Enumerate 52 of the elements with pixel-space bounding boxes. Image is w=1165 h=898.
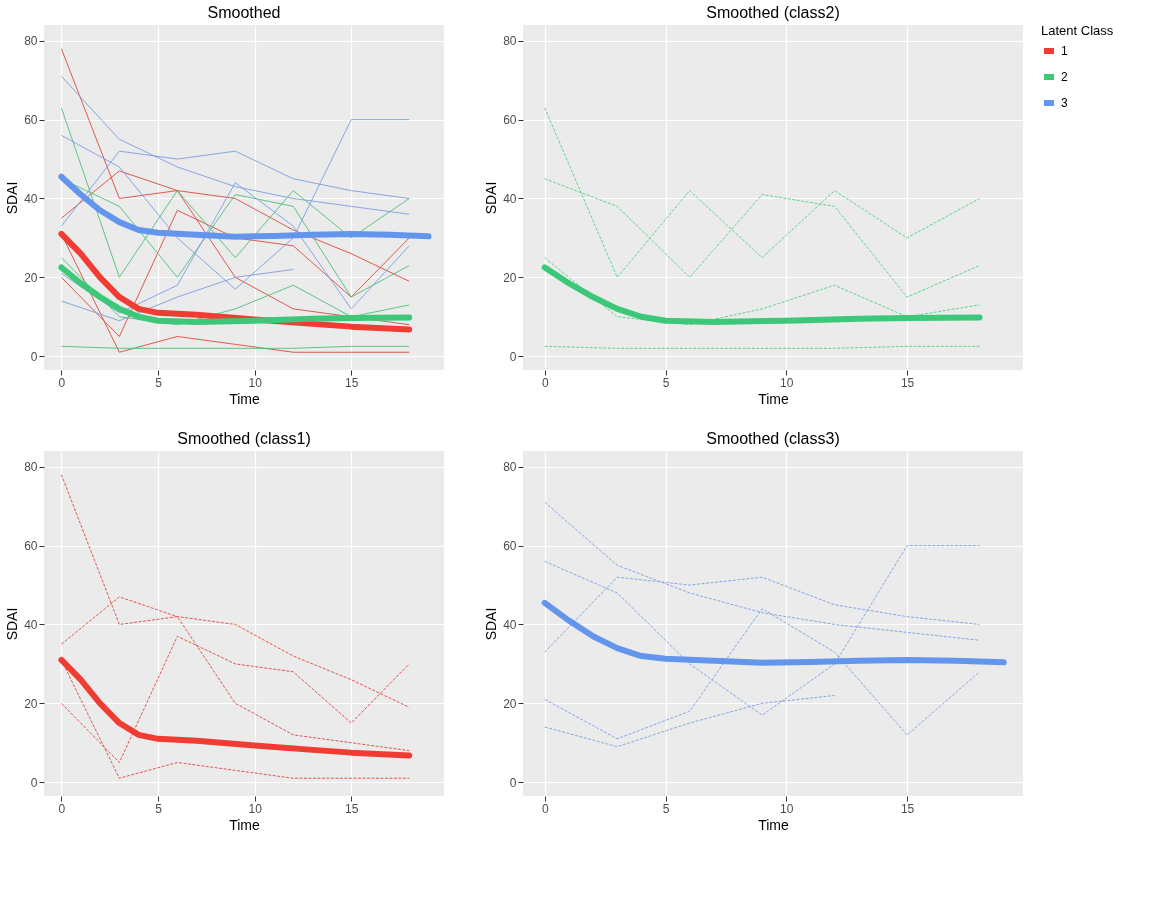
y-tick-label: 80 [503, 34, 517, 49]
x-tick-label: 5 [662, 375, 670, 390]
y-tick-label: 20 [24, 270, 38, 285]
x-tick-label: 5 [155, 801, 163, 816]
x-tick-label: 10 [780, 375, 794, 390]
y-tick-label: 60 [24, 113, 38, 128]
y-axis-title: SDAI [4, 607, 21, 641]
x-tick-label: 5 [155, 375, 163, 390]
x-tick-label: 15 [900, 375, 915, 390]
y-tick-label: 40 [503, 191, 517, 206]
y-tick-label: 40 [503, 617, 517, 632]
y-tick-label: 80 [24, 460, 38, 475]
x-tick-label: 10 [780, 801, 794, 816]
x-tick-label: 15 [345, 801, 359, 816]
y-tick-label: 40 [24, 191, 38, 206]
x-axis-title: Time [229, 816, 261, 833]
y-tick-label: 20 [503, 270, 517, 285]
x-tick-label: 10 [248, 801, 263, 816]
y-tick-label: 20 [503, 696, 517, 711]
y-tick-label: 80 [503, 460, 517, 475]
legend-title: Latent Class [1041, 23, 1114, 38]
x-tick-label: 5 [662, 801, 670, 816]
chart-title: Smoothed (class1) [177, 430, 311, 447]
y-tick-label: 0 [30, 775, 38, 790]
x-tick-label: 0 [541, 375, 549, 390]
y-tick-label: 0 [509, 775, 517, 790]
y-tick-label: 0 [30, 349, 38, 364]
y-axis-title: SDAI [4, 181, 21, 215]
x-axis-title: Time [229, 390, 261, 407]
x-tick-label: 0 [58, 801, 66, 816]
y-tick-label: 60 [24, 539, 38, 554]
y-tick-label: 20 [24, 696, 38, 711]
x-tick-label: 0 [541, 801, 549, 816]
x-axis-title: Time [758, 816, 790, 833]
legend-label: 2 [1061, 70, 1068, 84]
y-tick-label: 0 [509, 349, 517, 364]
legend-label: 1 [1061, 44, 1068, 58]
y-tick-label: 60 [503, 113, 517, 128]
chart-title: Smoothed (class3) [706, 430, 840, 447]
x-tick-label: 15 [345, 375, 359, 390]
y-tick-label: 40 [24, 617, 38, 632]
chart-title: Smoothed (class2) [706, 4, 840, 21]
chart-title: Smoothed [207, 4, 281, 21]
y-axis-title: SDAI [483, 607, 500, 641]
x-tick-label: 10 [248, 375, 263, 390]
x-tick-label: 15 [900, 801, 915, 816]
x-axis-title: Time [758, 390, 790, 407]
y-tick-label: 80 [24, 34, 38, 49]
legend-label: 3 [1061, 96, 1068, 110]
y-axis-title: SDAI [483, 181, 500, 215]
y-tick-label: 60 [503, 539, 517, 554]
x-tick-label: 0 [58, 375, 66, 390]
